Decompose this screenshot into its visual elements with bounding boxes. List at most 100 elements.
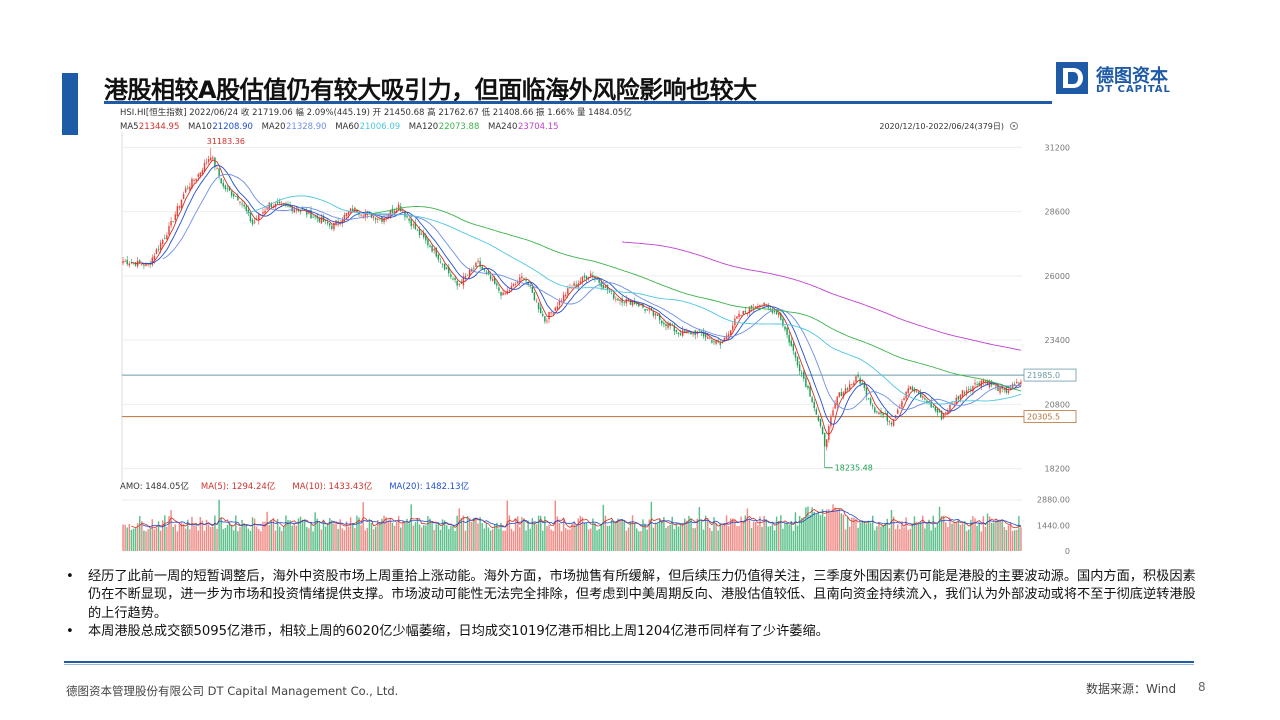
candle-body <box>352 208 354 211</box>
candle-body <box>533 292 536 301</box>
amo-bar <box>537 515 540 551</box>
amo-bar <box>786 523 788 551</box>
chart-grid: 31200 28600 26000 23400 20800 18200 <box>121 132 1070 482</box>
candle-body <box>681 330 684 336</box>
candle-body <box>848 384 851 390</box>
amo-bar <box>590 528 592 551</box>
candle-body <box>888 421 891 422</box>
candle-body <box>521 276 523 279</box>
candle-body <box>823 432 826 447</box>
candle-body <box>458 284 460 285</box>
amo-bar <box>306 527 308 551</box>
amo-bar <box>510 528 513 551</box>
candle-body <box>857 374 859 377</box>
candle-body <box>769 308 772 310</box>
amo-bar <box>809 514 811 551</box>
candle-body <box>216 168 218 170</box>
candle-body <box>360 214 362 216</box>
amo-bar <box>450 525 452 551</box>
amo-bar <box>258 529 260 551</box>
amo-bar <box>157 521 160 551</box>
amo-bar <box>792 530 795 551</box>
candle-body <box>349 208 352 213</box>
amo-bar <box>358 517 360 551</box>
amo-bar <box>980 531 983 551</box>
candle-body <box>427 239 429 246</box>
amo-bar <box>230 524 233 551</box>
candle-body <box>890 422 893 425</box>
candle-body <box>214 157 216 168</box>
amo-bar <box>598 529 600 551</box>
amo-bar <box>742 522 744 551</box>
ma5-line <box>131 159 1022 435</box>
candle-body <box>326 221 329 224</box>
candle-body <box>581 276 584 282</box>
candle-body <box>750 305 753 309</box>
amo-bar <box>139 516 141 551</box>
amo-bar <box>397 516 400 551</box>
amo-bar <box>1016 529 1018 551</box>
amo-bar <box>303 519 306 551</box>
amo-bar <box>629 521 632 551</box>
amo-bar <box>575 525 577 551</box>
candle-body <box>1013 384 1016 385</box>
reference-line-label: 20305.5 <box>1027 413 1060 422</box>
amo-bar <box>777 520 780 551</box>
amo-bar <box>433 529 435 551</box>
amo-bar <box>260 531 262 551</box>
candle-body <box>986 380 989 386</box>
candle-body <box>819 419 822 427</box>
amo-bar <box>122 524 124 551</box>
amo-bar <box>502 530 504 551</box>
amo-bar <box>143 530 145 551</box>
amo-bar <box>153 529 156 551</box>
candle-body <box>907 388 909 394</box>
amo-bar <box>984 526 987 551</box>
amo-bar <box>711 531 713 551</box>
amo-bar <box>439 529 442 551</box>
candle-body <box>439 261 442 263</box>
amo-bar <box>262 521 264 551</box>
amo-bar <box>533 522 536 551</box>
amo-bar <box>848 526 851 551</box>
amo-bar <box>418 524 421 551</box>
candle-body <box>408 218 410 221</box>
candle-body <box>548 312 550 320</box>
candle-body <box>665 324 667 327</box>
amo-bar <box>496 522 498 551</box>
amo-legend-item: AMO: 1484.05亿 <box>120 481 189 492</box>
amo-bar <box>498 528 500 551</box>
candle-body <box>187 187 189 189</box>
amo-bar <box>817 512 820 551</box>
candle-body <box>897 409 899 414</box>
amo-bar <box>425 525 427 551</box>
candle-body <box>197 174 199 177</box>
candle-body <box>817 416 820 421</box>
candle-body <box>1003 389 1005 391</box>
ma-legend-value: 21208.90 <box>212 122 253 132</box>
amo-bar <box>836 509 838 551</box>
amo-bar <box>727 526 730 551</box>
amo-bar <box>308 528 310 551</box>
candle-body <box>972 386 974 392</box>
settings-icon-center <box>1012 124 1016 128</box>
amo-bar <box>270 520 273 551</box>
candle-body <box>942 414 945 419</box>
amo-bar <box>550 529 552 551</box>
amo-bar <box>354 528 356 551</box>
chart-reference-lines: 21985.0 20305.5 <box>122 368 1077 423</box>
amo-bar <box>548 524 550 551</box>
amo-bar <box>569 529 571 551</box>
amo-bar <box>702 529 705 551</box>
amo-bar <box>539 515 542 551</box>
amo-bar <box>684 518 686 551</box>
candle-body <box>636 303 638 305</box>
amo-bar <box>322 519 325 551</box>
candle-body <box>999 386 1001 393</box>
dt-logo-icon <box>1056 62 1088 94</box>
amo-bar <box>506 500 508 551</box>
amo-bar <box>947 527 949 551</box>
candle-body <box>1009 388 1012 390</box>
ma-legend-value: 21006.09 <box>360 122 401 132</box>
candle-body <box>176 206 179 217</box>
